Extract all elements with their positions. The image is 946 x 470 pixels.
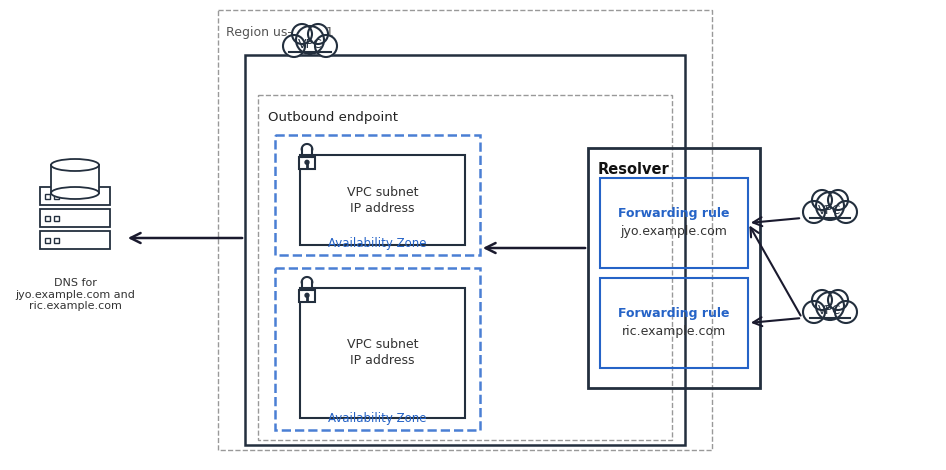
Circle shape [803,301,825,323]
Text: IP address: IP address [350,202,414,214]
Bar [45,237,50,243]
Circle shape [315,35,337,57]
Bar [300,155,465,245]
Bar [245,55,685,445]
Ellipse shape [51,159,99,171]
Circle shape [816,192,844,220]
Text: VPC: VPC [818,204,842,217]
Bar [300,288,465,418]
Circle shape [305,160,309,164]
Text: VPC subnet: VPC subnet [347,338,418,352]
Text: IP address: IP address [350,354,414,368]
Circle shape [296,26,324,54]
Text: Forwarding rule: Forwarding rule [619,206,729,219]
Text: VPC: VPC [818,304,842,316]
Circle shape [816,292,844,320]
Text: VPC: VPC [298,38,323,50]
Bar [299,157,315,169]
Text: Availability Zone: Availability Zone [328,237,427,250]
Bar [275,268,480,430]
Text: jyo.example.com: jyo.example.com [621,225,727,237]
Text: DNS for
jyo.example.com and
ric.example.com: DNS for jyo.example.com and ric.example.… [15,278,135,311]
Bar [54,237,59,243]
Bar [588,148,760,388]
Circle shape [292,24,312,44]
Circle shape [812,190,832,210]
Circle shape [305,293,309,298]
Text: Outbound endpoint: Outbound endpoint [268,111,398,124]
Text: Availability Zone: Availability Zone [328,412,427,425]
Circle shape [828,190,848,210]
Text: Resolver: Resolver [598,162,670,177]
Bar [600,278,748,368]
Bar [275,135,480,255]
Text: VPC subnet: VPC subnet [347,186,418,198]
Text: Forwarding rule: Forwarding rule [619,306,729,320]
Circle shape [812,290,832,310]
Bar [45,216,50,220]
Circle shape [283,35,305,57]
Bar [40,209,110,227]
Bar [299,290,315,302]
Circle shape [308,24,328,44]
Ellipse shape [51,187,99,199]
Circle shape [828,290,848,310]
Bar [600,178,748,268]
Bar [218,10,712,450]
Text: Region us-west-1: Region us-west-1 [226,26,334,39]
Circle shape [803,201,825,223]
Bar [258,95,672,440]
Bar [51,165,99,193]
Text: ric.example.com: ric.example.com [622,324,727,337]
Circle shape [835,201,857,223]
Bar [54,194,59,198]
Bar [45,194,50,198]
Bar [54,216,59,220]
Bar [40,231,110,249]
Circle shape [835,301,857,323]
Bar [40,187,110,205]
